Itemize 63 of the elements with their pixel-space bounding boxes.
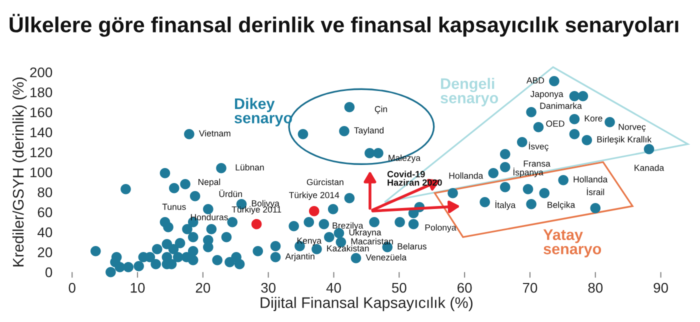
y-axis-title: Krediler/GSYH (derinlik) (%) <box>12 78 27 266</box>
annotation: Belçika <box>548 202 576 210</box>
annotation: İspanya <box>514 168 544 178</box>
x-tick-label: 30 <box>261 282 276 293</box>
annotation: Türkiye 2014 <box>289 192 340 200</box>
y-tick-label: 80 <box>38 187 52 198</box>
annotation: Türkiye 2011 <box>232 206 282 214</box>
annotation: Fransa <box>524 160 550 167</box>
annotation: Kanada <box>634 164 664 171</box>
annotation: İtalya <box>495 200 516 210</box>
annotation: Gürcistan <box>306 178 344 186</box>
annotation: Kore <box>584 115 602 122</box>
y-tick-label: 160 <box>30 107 52 118</box>
y-tick-label: 0 <box>45 267 52 278</box>
x-tick-label: 10 <box>130 282 145 293</box>
annotation: Venezüela <box>366 254 407 260</box>
annotation: Nepal <box>198 178 220 187</box>
y-tick-label: 180 <box>30 87 52 98</box>
x-tick-label: 50 <box>392 282 406 293</box>
chart-title: Ülkelere göre finansal derinlik ve finansal kapsayıcılık senaryoları <box>10 14 678 37</box>
annotation: Macaristan <box>351 238 393 244</box>
y-tick-label: 120 <box>30 147 52 158</box>
x-tick-label: 70 <box>522 282 538 293</box>
annotation: Arjantin <box>285 253 314 262</box>
y-tick-label: 60 <box>38 207 52 218</box>
annotation: OED <box>546 120 564 127</box>
annotation: Lübnan <box>236 164 264 170</box>
annotation: İsveç <box>529 142 548 152</box>
annotation: Ürdün <box>219 190 242 198</box>
x-axis-title: Dijital Finansal Kapsayıcılık (%) <box>260 296 472 312</box>
annotation: Hollanda <box>449 172 484 179</box>
annotation: Belarus <box>398 243 426 250</box>
annotation: Yatay senaryo <box>543 229 602 258</box>
y-tick-label: 20 <box>38 247 52 258</box>
x-tick-label: 90 <box>654 282 668 293</box>
y-tick-label: 100 <box>30 167 52 178</box>
y-tick-label: 140 <box>30 127 52 138</box>
annotation: Dengeli senaryo <box>440 78 498 106</box>
x-tick-label: 80 <box>588 282 603 293</box>
x-tick-label: 20 <box>196 282 210 293</box>
annotation: Kenya <box>297 238 322 246</box>
annotation: Bolivya <box>252 200 280 208</box>
annotation: ABD <box>526 77 544 84</box>
annotation: Ukrayna <box>349 229 382 238</box>
annotation: Norveç <box>618 124 646 132</box>
annotation: Brezilya <box>332 222 364 230</box>
annotation: Polonya <box>425 224 456 232</box>
annotation: Kazakistan <box>327 245 369 252</box>
annotation: Birleşik Krallık <box>597 136 652 144</box>
annotation: Danimarka <box>540 102 582 109</box>
annotation: Hollanda <box>574 176 608 182</box>
annotation: İsrail <box>586 188 604 196</box>
x-tick-label: 60 <box>458 282 472 293</box>
annotation: Honduras <box>190 214 228 220</box>
annotation: Çin <box>374 106 388 114</box>
x-tick-label: 0 <box>68 282 76 293</box>
y-tick-label: 40 <box>38 227 52 238</box>
annotation: Tayland <box>354 127 384 136</box>
annotation: Vietnam <box>198 130 230 136</box>
y-tick-label: 200 <box>30 67 52 78</box>
annotation: Tunus <box>162 204 186 210</box>
x-tick-label: 40 <box>326 282 341 293</box>
annotation: Japonya <box>530 90 564 99</box>
